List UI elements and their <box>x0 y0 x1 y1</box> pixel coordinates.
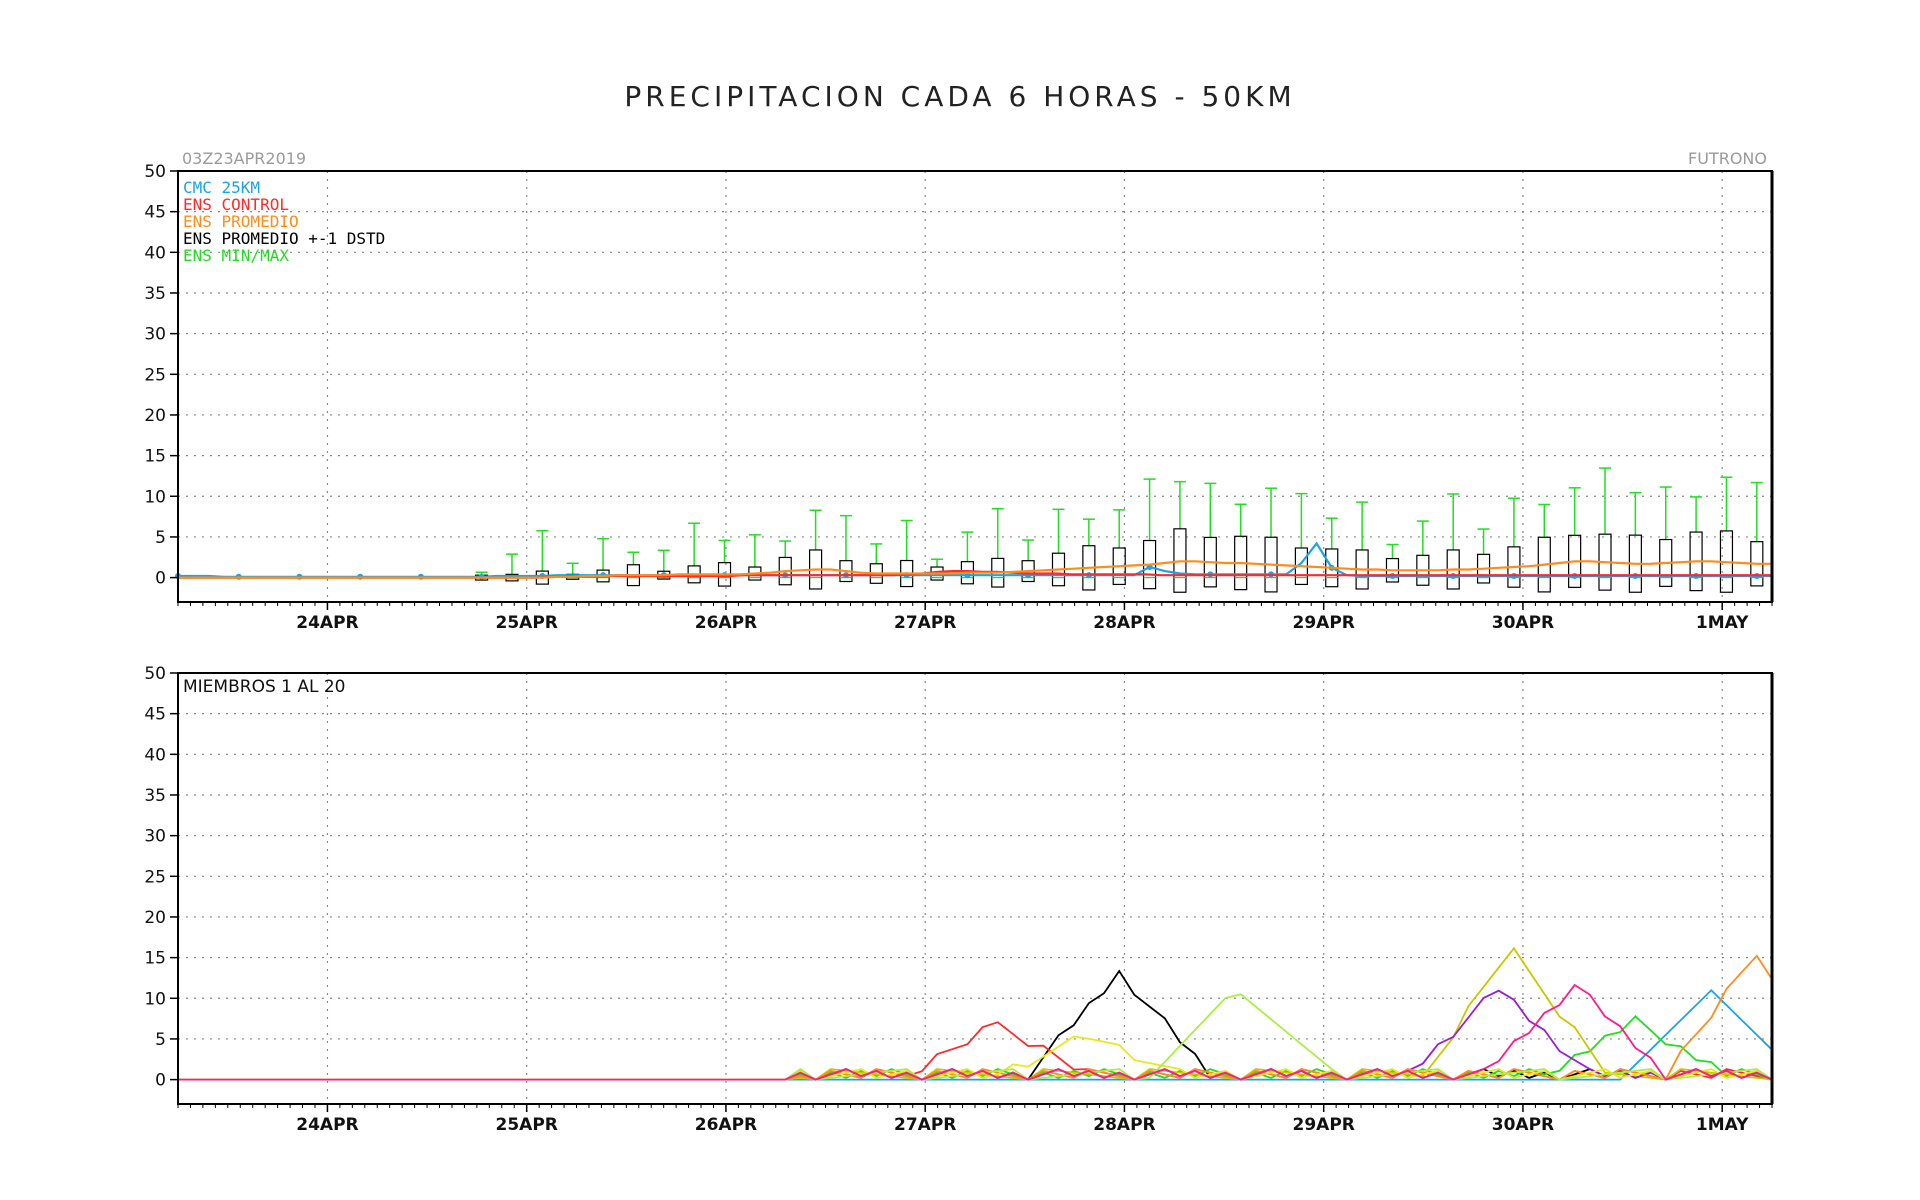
member-line <box>178 954 1773 1081</box>
series-line <box>178 560 1772 579</box>
x-tick-label: 28APR <box>1093 1115 1155 1135</box>
x-tick-label: 26APR <box>695 613 757 633</box>
member-line <box>178 983 1773 1081</box>
x-tick-label: 30APR <box>1492 1115 1554 1135</box>
y-tick-label: 5 <box>155 1030 166 1050</box>
x-tick-label: 25APR <box>496 613 558 633</box>
y-tick-label: 40 <box>144 243 166 263</box>
y-tick-label: 15 <box>144 447 166 467</box>
top-axes: 0 5 10 15 20 25 30 35 40 45 50 24APR 25APR 26APR 27APR… <box>144 162 1774 633</box>
bottom-panel: 0 5 10 15 20 25 30 35 40 45 50 24APR 25APR 26APR 27APR… <box>144 664 1774 1135</box>
x-tick-label: 29APR <box>1293 1115 1355 1135</box>
y-tick-label: 40 <box>144 745 166 765</box>
x-tick-label: 1MAY <box>1696 613 1749 633</box>
member-line <box>178 969 1773 1081</box>
y-tick-label: 0 <box>155 569 166 589</box>
x-tick-label: 24APR <box>296 613 358 633</box>
legend-item: ENS PROMEDIO <box>183 212 299 231</box>
y-tick-label: 25 <box>144 365 166 385</box>
y-tick-label: 30 <box>144 827 166 847</box>
member-line <box>178 946 1773 1081</box>
y-tick-label: 20 <box>144 908 166 928</box>
y-tick-label: 45 <box>144 705 166 725</box>
legend-item: CMC 25KM <box>183 178 260 197</box>
x-tick-label: 27APR <box>894 613 956 633</box>
member-lines <box>178 946 1773 1081</box>
x-tick-label: 29APR <box>1293 613 1355 633</box>
location-label: FUTRONO <box>1688 149 1767 168</box>
y-tick-label: 45 <box>144 203 166 223</box>
x-tick-label: 27APR <box>894 1115 956 1135</box>
x-tick-label: 1MAY <box>1696 1115 1749 1135</box>
legend-item: ENS PROMEDIO +-1 DSTD <box>183 229 385 248</box>
y-tick-label: 20 <box>144 406 166 426</box>
plot-frame <box>177 170 1773 603</box>
bottom-grid <box>178 673 1772 1104</box>
y-tick-label: 50 <box>144 162 166 182</box>
y-tick-label: 25 <box>144 867 166 887</box>
top-panel: 03Z23APR2019 FUTRONO 0 5 10 15 20 25 30 35 40 45 5… <box>144 149 1774 633</box>
x-tick-label: 25APR <box>496 1115 558 1135</box>
x-tick-label: 26APR <box>695 1115 757 1135</box>
y-tick-label: 50 <box>144 664 166 684</box>
y-tick-label: 10 <box>144 487 166 507</box>
x-tick-label: 24APR <box>296 1115 358 1135</box>
y-tick-label: 30 <box>144 325 166 345</box>
y-tick-label: 35 <box>144 284 166 304</box>
init-date-label: 03Z23APR2019 <box>182 149 306 168</box>
y-tick-label: 0 <box>155 1071 166 1091</box>
y-tick-label: 10 <box>144 989 166 1009</box>
members-label: MIEMBROS 1 AL 20 <box>183 677 346 697</box>
plot-frame <box>177 672 1773 1105</box>
chart-title: PRECIPITACION CADA 6 HORAS - 50KM <box>624 80 1296 113</box>
x-tick-label: 28APR <box>1093 613 1155 633</box>
y-tick-label: 5 <box>155 528 166 548</box>
x-tick-label: 30APR <box>1492 613 1554 633</box>
bottom-axes: 0 5 10 15 20 25 30 35 40 45 50 24APR 25APR 26APR 27APR… <box>144 664 1774 1135</box>
legend-item: ENS CONTROL <box>183 195 289 214</box>
y-tick-label: 35 <box>144 786 166 806</box>
legend-item: ENS MIN/MAX <box>183 246 289 265</box>
y-tick-label: 15 <box>144 949 166 969</box>
top-grid <box>178 171 1772 602</box>
